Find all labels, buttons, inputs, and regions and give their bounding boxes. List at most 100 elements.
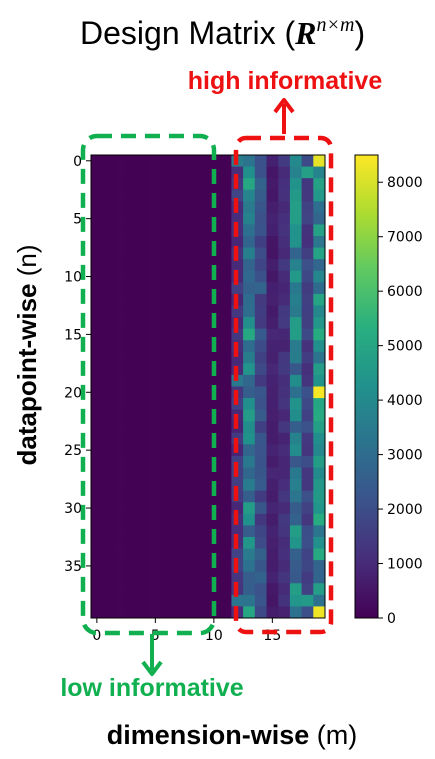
heatmap-cell: [243, 351, 256, 364]
heatmap-cell: [126, 386, 139, 399]
heatmap-cell: [184, 571, 197, 584]
x-tick-label: 0: [92, 628, 101, 644]
heatmap-cell: [219, 502, 232, 515]
heatmap-cell: [313, 317, 326, 330]
heatmap-cell: [254, 536, 267, 549]
heatmap-cell: [114, 351, 127, 364]
heatmap-cell: [114, 236, 127, 248]
heatmap-cell: [149, 247, 162, 260]
heatmap-cell: [137, 270, 150, 283]
heatmap-cell: [102, 189, 115, 202]
heatmap-cell: [161, 224, 174, 237]
heatmap-cell: [219, 305, 232, 318]
heatmap-cell: [172, 594, 185, 607]
heatmap-cell: [289, 455, 302, 468]
heatmap-cell: [126, 536, 139, 549]
heatmap-cell: [254, 340, 267, 353]
heatmap-cell: [114, 386, 127, 399]
heatmap-cell: [91, 317, 104, 330]
heatmap-cell: [196, 548, 209, 561]
heatmap-cell: [313, 328, 326, 341]
heatmap-cell: [254, 282, 267, 295]
heatmap-cell: [114, 293, 127, 306]
heatmap-cell: [196, 155, 209, 167]
heatmap-cell: [172, 212, 185, 225]
heatmap-cell: [289, 201, 302, 214]
heatmap-cell: [196, 594, 209, 607]
heatmap-cell: [301, 201, 314, 214]
heatmap-cell: [289, 421, 302, 434]
heatmap-cell: [114, 548, 127, 561]
heatmap-cell: [208, 467, 221, 480]
heatmap-cell: [114, 536, 127, 549]
heatmap-cell: [114, 502, 127, 515]
colorbar-ticks: 0 1000 2000 3000 4000 5000 6000 7000 8000: [378, 175, 423, 627]
heatmap-cell: [184, 166, 197, 179]
heatmap-cell: [126, 560, 139, 573]
heatmap-cell: [149, 374, 162, 387]
heatmap-cell: [313, 444, 326, 457]
heatmap-cell: [254, 363, 267, 376]
heatmap-cell: [161, 328, 174, 341]
heatmap-cell: [102, 212, 115, 225]
heatmap-cell: [219, 317, 232, 330]
heatmap-cell: [196, 259, 209, 272]
heatmap-cell: [289, 571, 302, 584]
heatmap-cell: [196, 536, 209, 549]
heatmap-cell: [278, 455, 291, 468]
heatmap-cell: [184, 525, 197, 538]
heatmap-cell: [266, 606, 279, 619]
heatmap-cell: [313, 583, 326, 596]
heatmap-cell: [266, 224, 279, 237]
heatmap-cell: [219, 189, 232, 202]
heatmap-cell: [278, 479, 291, 492]
heatmap-cell: [313, 467, 326, 480]
heatmap-cell: [91, 467, 104, 480]
heatmap-cell: [266, 386, 279, 399]
heatmap-cell: [266, 432, 279, 445]
heatmap-cell: [137, 525, 150, 538]
heatmap-cell: [149, 328, 162, 341]
heatmap-cell: [172, 525, 185, 538]
heatmap-cell: [289, 270, 302, 283]
heatmap-cell: [243, 224, 256, 237]
heatmap-cell: [114, 247, 127, 260]
heatmap-cell: [278, 224, 291, 237]
heatmap-cell: [266, 467, 279, 480]
heatmap-cell: [91, 571, 104, 584]
heatmap-cell: [266, 525, 279, 538]
heatmap-cell: [184, 467, 197, 480]
heatmap-cell: [278, 166, 291, 179]
heatmap-cell: [289, 224, 302, 237]
heatmap-cell: [91, 432, 104, 445]
heatmap-cell: [219, 606, 232, 619]
heatmap-cell: [126, 548, 139, 561]
heatmap-cell: [184, 583, 197, 596]
heatmap-cell: [137, 490, 150, 503]
heatmap-cell: [126, 328, 139, 341]
heatmap-cell: [301, 224, 314, 237]
heatmap-cell: [301, 421, 314, 434]
heatmap-cell: [102, 502, 115, 515]
heatmap-cell: [254, 178, 267, 191]
heatmap-cell: [126, 201, 139, 214]
heatmap-cell: [254, 328, 267, 341]
heatmap-cell: [149, 525, 162, 538]
heatmap-cell: [231, 259, 244, 272]
heatmap-cell: [219, 293, 232, 306]
heatmap-cell: [91, 513, 104, 526]
heatmap-cell: [231, 328, 244, 341]
heatmap-cell: [289, 386, 302, 399]
heatmap-cell: [301, 317, 314, 330]
heatmap-cell: [126, 247, 139, 260]
heatmap-cell: [137, 224, 150, 237]
heatmap-cell: [196, 479, 209, 492]
y-tick-label: 30: [64, 501, 82, 517]
heatmap-cell: [91, 340, 104, 353]
heatmap-cell: [254, 293, 267, 306]
heatmap-cell: [266, 282, 279, 295]
heatmap-cell: [266, 212, 279, 225]
heatmap-cell: [184, 606, 197, 619]
heatmap-cell: [102, 571, 115, 584]
heatmap-cell: [196, 270, 209, 283]
